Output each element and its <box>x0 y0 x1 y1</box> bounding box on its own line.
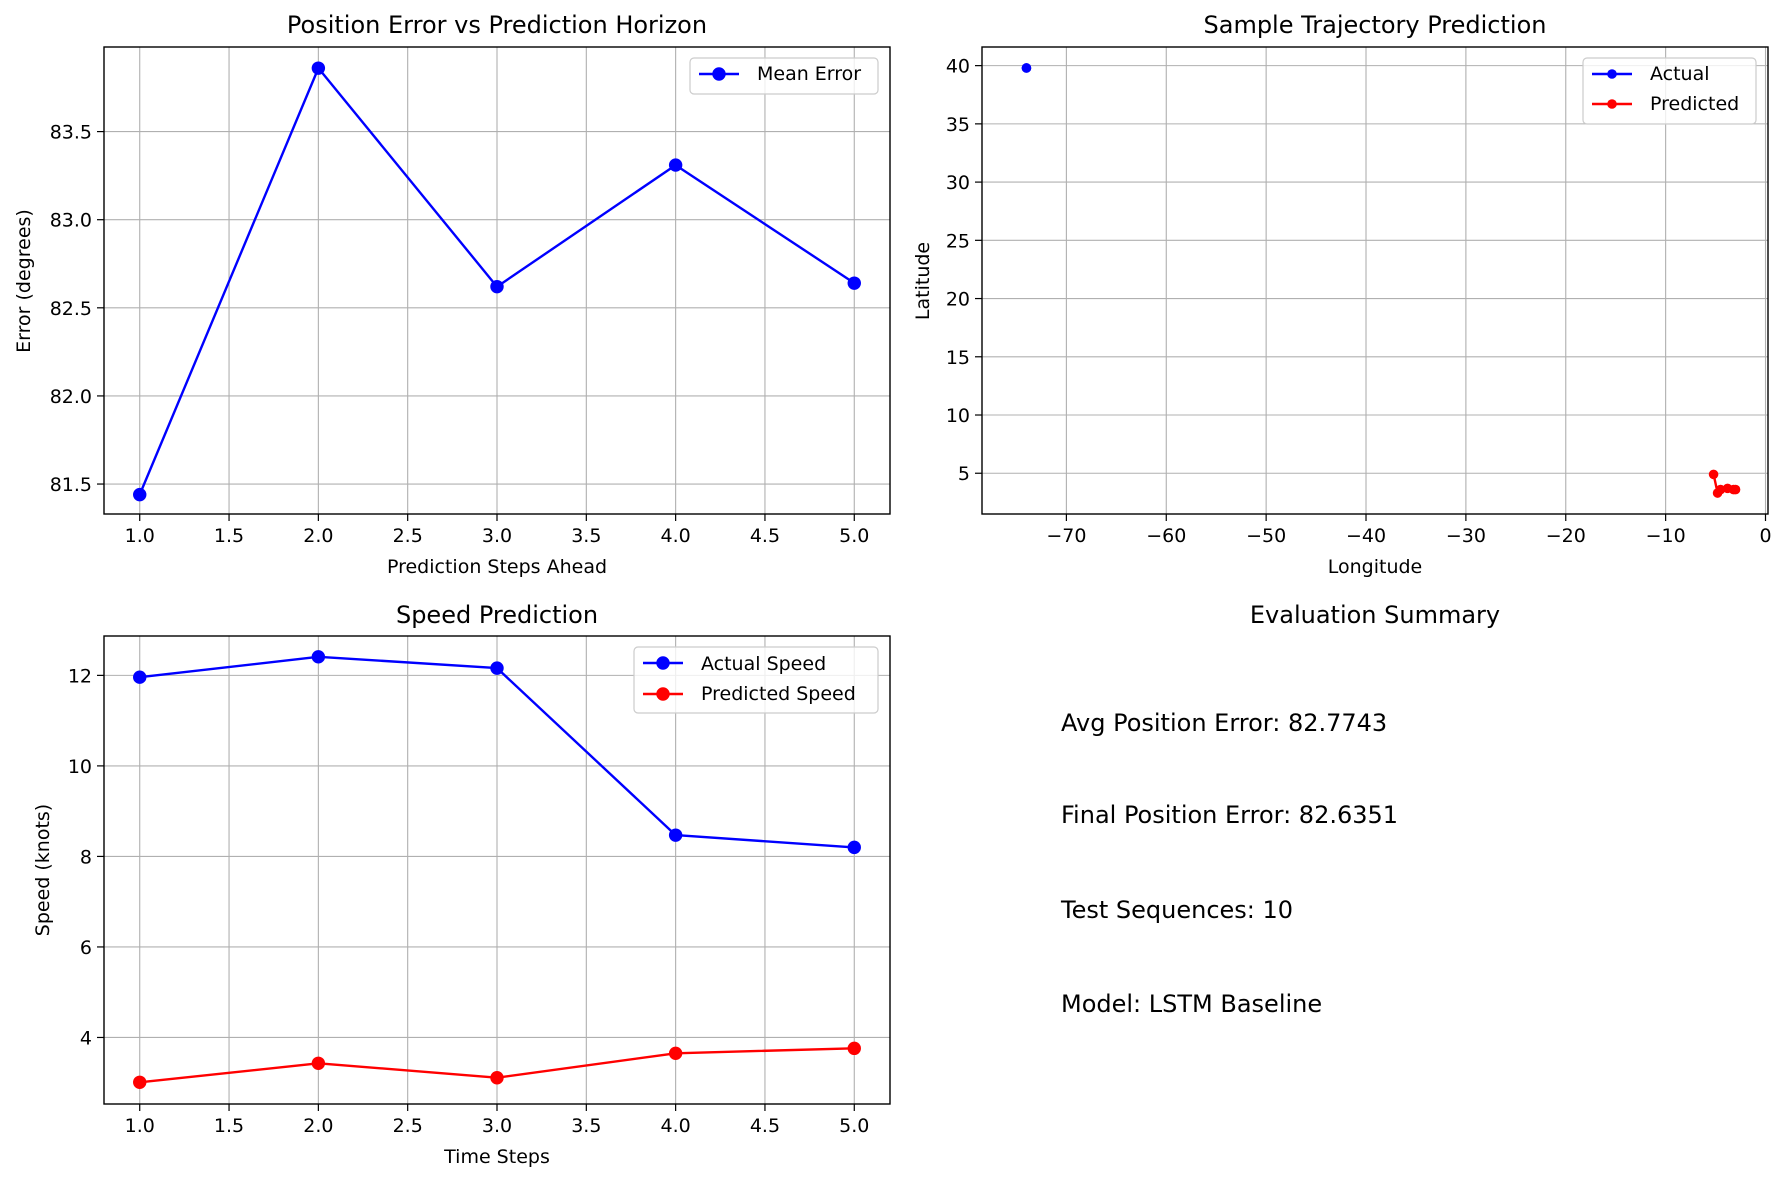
summary-line-final-position-error: Final Position Error: 82.6351 <box>1061 801 1398 829</box>
trajectory-y-tick-label: 10 <box>946 405 970 427</box>
legend-marker-actual <box>1607 69 1617 79</box>
evaluation-summary: Evaluation Summary Avg Position Error: 8… <box>1060 601 1500 1018</box>
speed-point-predicted-speed <box>668 1046 683 1061</box>
trajectory-point-predicted <box>1730 484 1741 495</box>
speed-x-tick-label: 1.5 <box>214 1115 244 1137</box>
position-error-point-mean-error <box>668 158 683 172</box>
trajectory-point-predicted <box>1708 469 1719 480</box>
speed-point-actual-speed <box>133 670 147 684</box>
trajectory-x-tick-label: −60 <box>1146 525 1186 547</box>
trajectory-x-tick-label: −20 <box>1546 525 1586 547</box>
speed-x-tick-label: 2.0 <box>303 1115 333 1137</box>
trajectory-x-tick-label: −70 <box>1046 525 1086 547</box>
position-error-ylabel: Error (degrees) <box>13 209 35 353</box>
speed-legend: Actual Speed Predicted Speed <box>633 646 879 714</box>
position-error-x-tick-label: 3.5 <box>571 525 601 547</box>
speed-point-actual-speed <box>847 840 861 855</box>
position-error-y-tick-label: 81.5 <box>50 474 92 496</box>
position-error-title: Position Error vs Prediction Horizon <box>287 11 707 39</box>
trajectory-y-tick-label: 25 <box>946 230 970 252</box>
position-error-point-mean-error <box>490 279 504 294</box>
legend-marker-predicted <box>1607 99 1617 109</box>
speed-x-tick-label: 4.0 <box>661 1115 691 1137</box>
trajectory-legend: Actual Predicted <box>1582 57 1757 125</box>
summary-line-avg-position-error: Avg Position Error: 82.7743 <box>1061 709 1387 737</box>
position-error-chart: Position Error vs Prediction Horizon 1.0… <box>13 11 891 578</box>
trajectory-x-tick-label: 0 <box>1759 525 1771 547</box>
speed-point-predicted-speed <box>311 1056 326 1070</box>
legend-label-predicted-speed: Predicted Speed <box>701 683 856 705</box>
speed-chart: Speed Prediction 1.0 1.5 2.0 2.5 3.0 3.5 4.0 4.… <box>32 601 891 1168</box>
position-error-point-mean-error <box>847 276 861 290</box>
summary-title: Evaluation Summary <box>1250 601 1500 629</box>
trajectory-x-tick-label: −10 <box>1646 525 1686 547</box>
position-error-y-tick-label: 82.5 <box>50 298 92 320</box>
position-error-y-tick-label: 83.0 <box>50 210 92 232</box>
speed-point-actual-speed <box>668 828 683 842</box>
speed-point-actual-speed <box>311 650 326 664</box>
trajectory-title: Sample Trajectory Prediction <box>1204 11 1547 39</box>
position-error-xlabel: Prediction Steps Ahead <box>387 556 607 578</box>
speed-y-tick-label: 12 <box>68 665 92 687</box>
position-error-x-tick-label: 3.0 <box>482 525 512 547</box>
position-error-x-tick-label: 4.0 <box>661 525 691 547</box>
trajectory-y-tick-label: 35 <box>946 114 970 136</box>
legend-label-predicted: Predicted <box>1650 93 1739 115</box>
speed-x-tick-label: 1.0 <box>125 1115 155 1137</box>
speed-x-tick-label: 2.5 <box>393 1115 423 1137</box>
trajectory-y-tick-label: 20 <box>946 289 970 311</box>
speed-x-tick-label: 4.5 <box>750 1115 780 1137</box>
speed-point-actual-speed <box>490 661 504 675</box>
position-error-legend: Mean Error <box>689 57 879 95</box>
position-error-x-tick-label: 5.0 <box>839 525 869 547</box>
position-error-point-mean-error <box>133 487 147 502</box>
speed-ylabel: Speed (knots) <box>32 804 54 936</box>
legend-marker-mean-error <box>712 67 726 81</box>
position-error-point-mean-error <box>311 61 326 75</box>
speed-y-tick-label: 6 <box>80 937 92 959</box>
trajectory-y-tick-label: 30 <box>946 172 970 194</box>
position-error-x-tick-label: 1.0 <box>125 525 155 547</box>
legend-label-mean-error: Mean Error <box>757 63 861 85</box>
legend-frame <box>633 646 879 714</box>
legend-marker-actual-speed <box>656 656 670 670</box>
speed-x-tick-label: 3.5 <box>571 1115 601 1137</box>
speed-x-tick-label: 5.0 <box>839 1115 869 1137</box>
trajectory-point-actual <box>1021 63 1032 73</box>
position-error-y-tick-label: 83.5 <box>50 122 92 144</box>
trajectory-xlabel: Longitude <box>1328 556 1423 578</box>
trajectory-chart: Sample Trajectory Prediction −70 −60 −50 −4… <box>912 11 1772 578</box>
legend-label-actual: Actual <box>1650 63 1710 85</box>
legend-marker-predicted-speed <box>656 687 670 701</box>
speed-title: Speed Prediction <box>396 601 598 629</box>
speed-point-predicted-speed <box>133 1075 147 1089</box>
trajectory-plot-frame <box>981 46 1769 515</box>
trajectory-x-tick-label: −50 <box>1246 525 1286 547</box>
trajectory-y-tick-label: 40 <box>946 56 970 78</box>
speed-x-tick-label: 3.0 <box>482 1115 512 1137</box>
trajectory-x-tick-label: −30 <box>1446 525 1486 547</box>
summary-line-test-sequences: Test Sequences: 10 <box>1060 896 1293 924</box>
speed-point-predicted-speed <box>490 1071 504 1085</box>
position-error-x-tick-label: 4.5 <box>750 525 780 547</box>
speed-y-tick-label: 10 <box>68 756 92 778</box>
trajectory-y-tick-label: 15 <box>946 347 970 369</box>
speed-xlabel: Time Steps <box>443 1146 550 1168</box>
position-error-y-tick-label: 82.0 <box>50 386 92 408</box>
position-error-x-tick-label: 2.0 <box>303 525 333 547</box>
speed-y-tick-label: 8 <box>80 846 92 868</box>
legend-frame <box>689 57 879 95</box>
position-error-x-tick-label: 1.5 <box>214 525 244 547</box>
position-error-x-tick-label: 2.5 <box>393 525 423 547</box>
speed-point-predicted-speed <box>847 1041 861 1056</box>
summary-line-model: Model: LSTM Baseline <box>1061 990 1322 1018</box>
legend-label-actual-speed: Actual Speed <box>701 653 826 675</box>
trajectory-x-tick-label: −40 <box>1346 525 1386 547</box>
speed-y-tick-label: 4 <box>80 1027 92 1049</box>
trajectory-ylabel: Latitude <box>912 242 934 320</box>
trajectory-y-tick-label: 5 <box>958 463 970 485</box>
